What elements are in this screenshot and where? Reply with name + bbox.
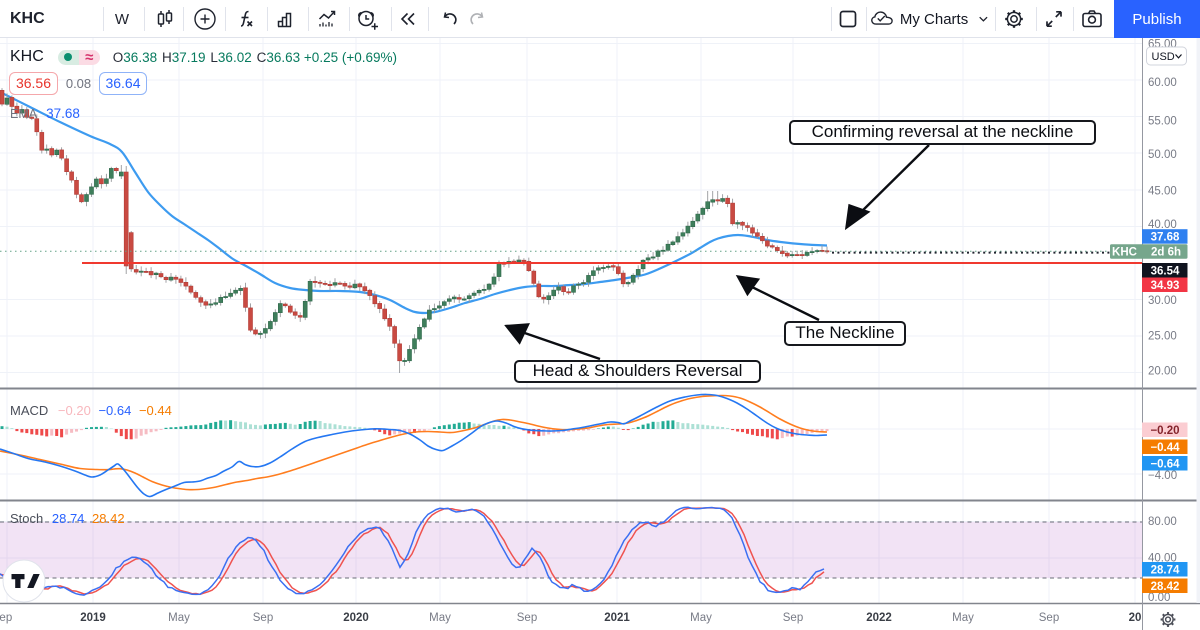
svg-text:20.00: 20.00	[1148, 366, 1177, 378]
svg-text:40.00: 40.00	[1148, 219, 1177, 231]
svg-text:−0.44: −0.44	[1150, 442, 1180, 454]
svg-text:36.54: 36.54	[1151, 265, 1180, 277]
svg-text:May: May	[690, 612, 712, 624]
svg-text:30.00: 30.00	[1148, 295, 1177, 307]
svg-text:2019: 2019	[80, 612, 106, 624]
svg-text:−0.20: −0.20	[1150, 425, 1179, 437]
svg-text:45.00: 45.00	[1148, 186, 1177, 198]
svg-text:25.00: 25.00	[1148, 331, 1177, 343]
svg-text:USD: USD	[1152, 51, 1175, 63]
svg-text:2020: 2020	[343, 612, 369, 624]
svg-text:Sep: Sep	[1039, 612, 1059, 624]
svg-text:80.00: 80.00	[1148, 516, 1177, 528]
svg-text:40.00: 40.00	[1148, 552, 1177, 564]
svg-text:28.74: 28.74	[1151, 564, 1180, 576]
svg-text:Sep: Sep	[517, 612, 537, 624]
svg-text:KHC: KHC	[1112, 246, 1137, 258]
svg-text:20: 20	[1129, 612, 1142, 624]
svg-text:Sep: Sep	[0, 612, 12, 624]
svg-text:50.00: 50.00	[1148, 149, 1177, 161]
svg-text:May: May	[168, 612, 190, 624]
svg-text:2d 6h: 2d 6h	[1151, 247, 1181, 259]
svg-text:May: May	[952, 612, 974, 624]
svg-text:2021: 2021	[604, 612, 630, 624]
svg-text:55.00: 55.00	[1148, 116, 1177, 128]
svg-text:34.93: 34.93	[1151, 280, 1180, 292]
svg-text:0.00: 0.00	[1148, 592, 1170, 604]
svg-text:Sep: Sep	[253, 612, 273, 624]
svg-text:60.00: 60.00	[1148, 77, 1177, 89]
svg-text:−0.64: −0.64	[1150, 458, 1180, 470]
svg-text:37.68: 37.68	[1151, 231, 1180, 243]
svg-text:May: May	[429, 612, 451, 624]
svg-text:28.42: 28.42	[1151, 581, 1180, 593]
svg-text:−4.00: −4.00	[1148, 470, 1177, 482]
svg-text:Sep: Sep	[783, 612, 803, 624]
svg-text:2022: 2022	[866, 612, 892, 624]
